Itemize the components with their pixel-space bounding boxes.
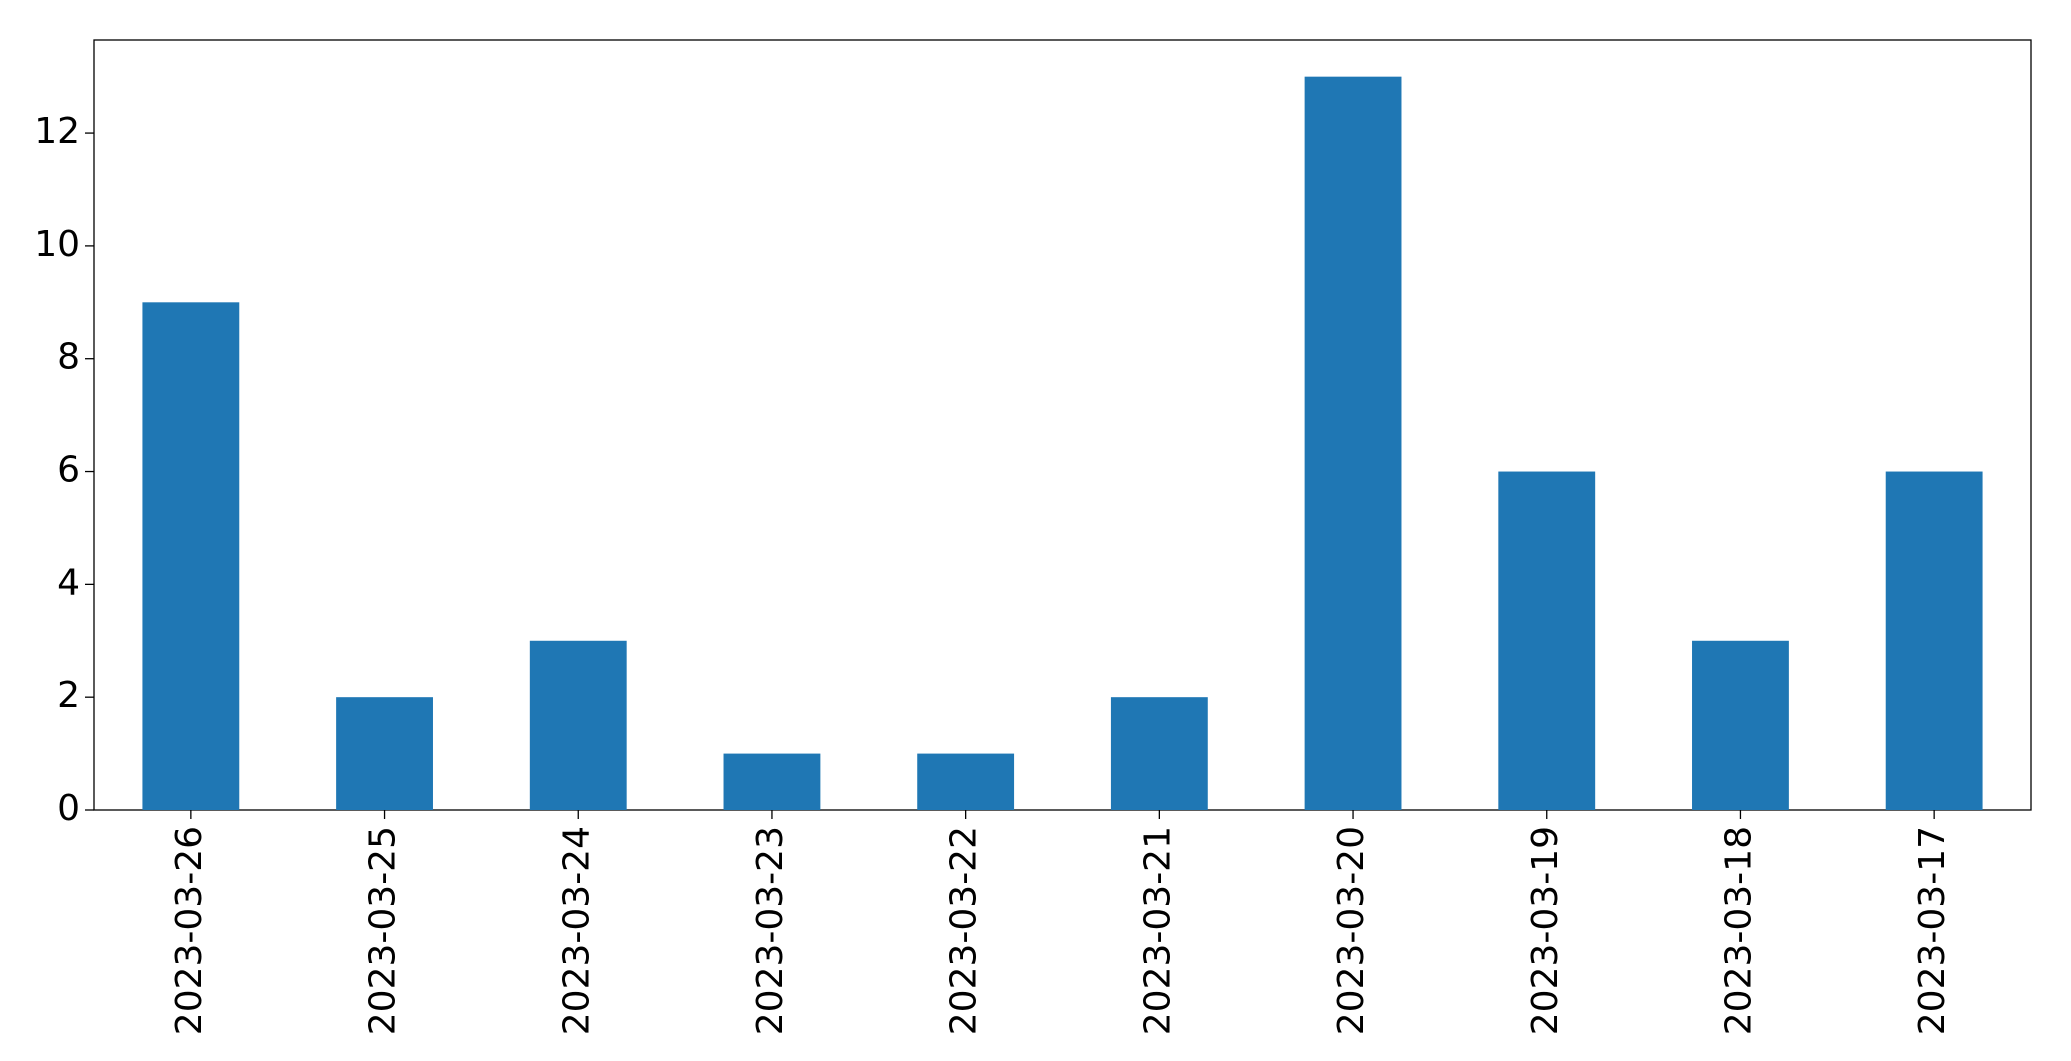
y-tick-label: 6 [57, 450, 80, 491]
x-tick-label: 2023-03-19 [1525, 826, 1566, 1035]
bar [723, 753, 821, 810]
x-tick-label: 2023-03-18 [1718, 826, 1759, 1035]
bar [529, 640, 627, 810]
bar [1885, 471, 1983, 810]
x-tick-label: 2023-03-24 [556, 826, 597, 1035]
y-tick-label: 8 [57, 337, 80, 378]
x-tick-label: 2023-03-20 [1331, 826, 1372, 1035]
x-tick-label: 2023-03-21 [1137, 826, 1178, 1035]
y-tick-label: 2 [57, 675, 80, 716]
y-tick-label: 0 [57, 788, 80, 829]
x-tick-label: 2023-03-17 [1912, 826, 1953, 1035]
bar [1498, 471, 1596, 810]
y-tick-label: 10 [34, 224, 80, 265]
bar [1304, 76, 1402, 810]
bar [917, 753, 1015, 810]
x-tick-label: 2023-03-26 [169, 826, 210, 1035]
bar [336, 697, 433, 810]
bar [1110, 697, 1208, 810]
x-tick-label: 2023-03-23 [750, 826, 791, 1035]
x-tick-label: 2023-03-22 [944, 826, 985, 1035]
y-tick-label: 12 [34, 111, 80, 152]
y-tick-label: 4 [57, 562, 80, 603]
bar [1692, 640, 1789, 810]
x-tick-label: 2023-03-25 [363, 826, 404, 1035]
axes-frame [93, 39, 2032, 811]
bar [142, 302, 240, 810]
